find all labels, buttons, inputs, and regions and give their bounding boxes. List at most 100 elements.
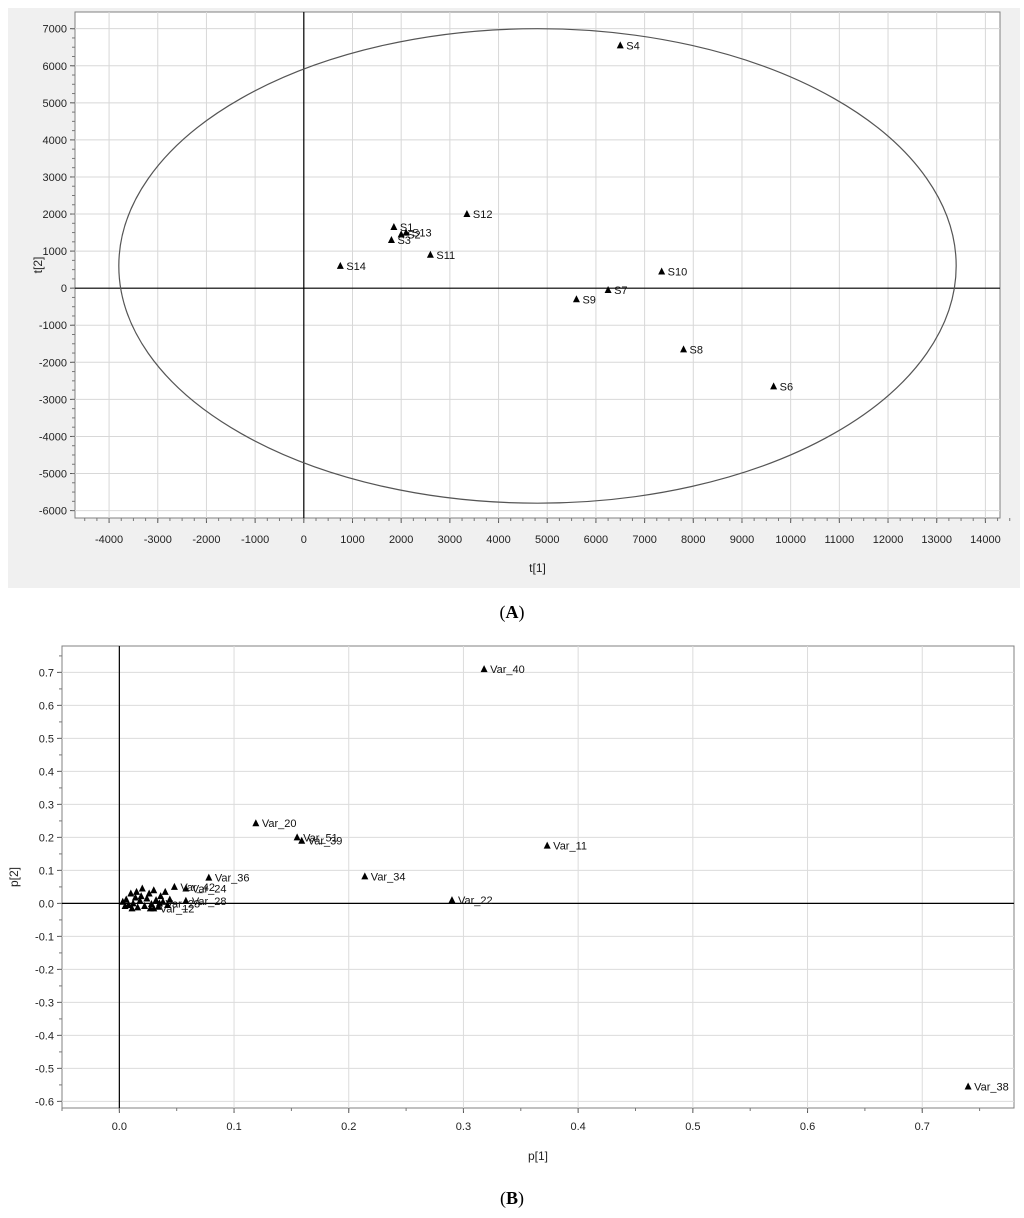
chart-a-xtick-label: 7000 [632, 534, 656, 546]
chart-b-plot-area [61, 645, 1015, 1109]
chart-b-ytick-label: -0.4 [35, 1030, 54, 1042]
chart-b-point [205, 873, 213, 881]
chart-a-ytick-label: 1000 [43, 246, 67, 258]
chart-a-xtick-label: 4000 [486, 534, 510, 546]
chart-b-point [146, 904, 154, 912]
loading-plot-b: 0.0 0.1 0.2 0.3 0.4 0.5 0.6 0.7 -0.6 -0.5 -0.4 -0.3… [7, 645, 1015, 1163]
chart-a-xlabel: t[1] [529, 561, 546, 575]
chart-a-point-label: S13 [412, 228, 432, 240]
chart-b-point [543, 841, 551, 849]
chart-a-point-label: S1 [400, 222, 413, 234]
chart-a-ytick-label: 4000 [43, 135, 67, 147]
chart-b-point [127, 889, 135, 897]
chart-b-point-label: Var_36 [215, 873, 250, 885]
chart-b-point [119, 897, 127, 905]
chart-a-point [604, 286, 612, 294]
chart-a-ytick-label: -1000 [39, 320, 67, 332]
chart-a-xtick-label: 12000 [873, 534, 904, 546]
chart-a-xtick-label: 6000 [584, 534, 608, 546]
chart-b-point [480, 665, 488, 673]
chart-b-point [121, 902, 129, 910]
chart-b-ytick-label: 0.0 [39, 898, 54, 910]
chart-b-point [154, 902, 162, 910]
chart-a-point [387, 235, 395, 243]
chart-a-ytick-label: -3000 [39, 394, 67, 406]
chart-a-point [463, 210, 471, 218]
chart-b-point [136, 896, 144, 904]
chart-b-point [131, 893, 139, 901]
chart-b-point [147, 900, 155, 908]
chart-a-point-label: S3 [397, 235, 410, 247]
chart-a-point [770, 382, 778, 390]
chart-a-point-label: S12 [473, 209, 493, 221]
chart-b-point-label: Var_22 [458, 895, 493, 907]
chart-a-point-label: S14 [346, 261, 366, 273]
chart-b-xtick-label: 0.0 [112, 1121, 127, 1133]
chart-a-ytick-label: 7000 [43, 24, 67, 36]
chart-a-point-label: S10 [668, 266, 688, 278]
chart-a-point [572, 295, 580, 303]
chart-a-point-label: S7 [614, 285, 627, 297]
chart-a-xtick-label: 13000 [921, 534, 952, 546]
chart-a-plot-area [74, 11, 1001, 519]
chart-a-point-label: S11 [436, 250, 455, 262]
chart-a-ylabel: t[2] [31, 257, 45, 274]
chart-a-xtick-label: -2000 [192, 534, 220, 546]
chart-a-point-label: S4 [626, 40, 639, 52]
chart-a-point [390, 223, 398, 231]
chart-a-xtick-label: 9000 [730, 534, 754, 546]
chart-b-point [361, 872, 369, 880]
chart-a-point-label: S9 [582, 294, 595, 306]
chart-b-point [170, 882, 178, 890]
chart-b-point [129, 899, 137, 907]
chart-a-point [426, 250, 434, 258]
chart-b-xtick-label: 0.3 [456, 1121, 471, 1133]
chart-b-point-label: Var_38 [974, 1082, 1009, 1094]
chart-b-point [293, 833, 301, 841]
chart-b-ytick-label: 0.6 [39, 700, 54, 712]
chart-a-point [658, 267, 666, 275]
chart-a-ytick-label: 2000 [43, 209, 67, 221]
panel-label-b: (B) [499, 1188, 524, 1208]
chart-b-ytick-label: 0.2 [39, 832, 54, 844]
chart-a-ytick-label: -5000 [39, 469, 67, 481]
chart-b-ytick-label: 0.3 [39, 799, 54, 811]
chart-b-xtick-label: 0.7 [915, 1121, 930, 1133]
chart-b-point [150, 886, 158, 894]
chart-b-point [143, 894, 151, 902]
chart-a-ytick-label: 0 [61, 283, 67, 295]
chart-b-point-label: Var_42 [180, 882, 215, 894]
chart-b-ytick-label: 0.1 [39, 865, 54, 877]
chart-a-ytick-label: -2000 [39, 357, 67, 369]
chart-b-point [166, 895, 174, 903]
chart-a-point-label: S2 [407, 229, 420, 241]
chart-a-point [402, 228, 410, 236]
chart-b-point-label: Var_20 [262, 818, 297, 830]
chart-a-confidence-ellipse [118, 28, 957, 504]
chart-b-ytick-label: -0.6 [35, 1096, 54, 1108]
chart-a-point [680, 345, 688, 353]
chart-b-point [964, 1082, 972, 1090]
chart-b-point [133, 887, 141, 895]
chart-b-xtick-label: 0.4 [570, 1121, 585, 1133]
chart-a-xtick-label: 3000 [438, 534, 462, 546]
chart-a-xtick-label: 2000 [389, 534, 413, 546]
chart-a-ytick-label: -6000 [39, 506, 67, 518]
chart-b-point-label: Var_11 [553, 841, 587, 853]
chart-b-xtick-label: 0.5 [685, 1121, 700, 1133]
chart-b-xtick-label: 0.1 [226, 1121, 241, 1133]
chart-b-point [164, 901, 172, 909]
chart-b-point-label: Var_34 [371, 871, 406, 883]
chart-b-xlabel: p[1] [528, 1149, 548, 1163]
chart-b-ytick-label: -0.1 [35, 931, 54, 943]
chart-b-ytick-label: 0.4 [39, 766, 54, 778]
chart-a-xtick-label: 11000 [824, 534, 854, 546]
chart-b-point-label: Var_23 [165, 898, 200, 910]
chart-a-ytick-label: 6000 [43, 61, 67, 73]
chart-b-point [122, 895, 130, 903]
chart-b-ytick-label: 0.5 [39, 733, 54, 745]
chart-b-point-label: Var_40 [490, 664, 525, 676]
chart-a-xtick-label: -3000 [144, 534, 172, 546]
chart-a-xtick-label: -4000 [95, 534, 123, 546]
chart-b-point [157, 892, 165, 900]
